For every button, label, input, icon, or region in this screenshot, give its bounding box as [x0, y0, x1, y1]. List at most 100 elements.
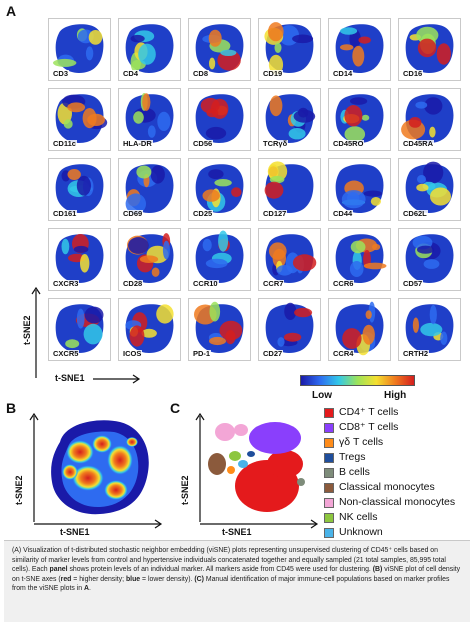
marker-density-map: [335, 24, 384, 73]
caption-text-5: = lower density).: [140, 575, 195, 583]
panel-c-x-axis-arrow: [200, 519, 319, 529]
marker-label: CCR10: [192, 279, 219, 288]
marker-cell: CRTH2: [398, 298, 461, 361]
caption-text-6: Manual identification of major immune-ce…: [12, 575, 450, 593]
marker-label: CD62L: [402, 209, 428, 218]
marker-cell: CCR10: [188, 228, 251, 291]
marker-density-map: [125, 233, 174, 283]
marker-density-map: [405, 24, 454, 73]
panel-a-letter: A: [6, 3, 17, 19]
legend-swatch: [324, 438, 334, 448]
legend-swatch: [324, 468, 334, 478]
marker-label: CD127: [262, 209, 288, 218]
marker-density-map: [55, 164, 104, 213]
cluster-region: [238, 460, 248, 468]
color-scale-high-label: High: [384, 390, 407, 401]
marker-cell: CXCR5: [48, 298, 111, 361]
marker-cell: CCR4: [328, 298, 391, 361]
marker-cell: CXCR3: [48, 228, 111, 291]
marker-cell: CD69: [118, 158, 181, 221]
marker-density-map: [55, 94, 108, 143]
legend-swatch: [324, 513, 334, 523]
marker-label: CCR6: [332, 279, 355, 288]
figure-caption: (A) Visualization of t-distributed stoch…: [4, 540, 470, 622]
marker-density-map: [264, 161, 314, 213]
marker-label: CD56: [192, 139, 214, 148]
color-scale-low-label: Low: [312, 390, 332, 401]
marker-density-map: [335, 234, 387, 283]
marker-label: HLA-DR: [122, 139, 153, 148]
legend-label: Non-classical monocytes: [339, 496, 456, 508]
marker-density-map: [264, 22, 314, 75]
marker-cell: CD19: [258, 18, 321, 81]
marker-density-map: [195, 164, 244, 213]
marker-density-map: [194, 301, 244, 353]
cluster-region: [247, 451, 255, 457]
caption-text-7: .: [88, 585, 91, 593]
cluster-region: [249, 422, 301, 454]
legend-label: NK cells: [339, 511, 378, 523]
marker-label: CD8: [192, 69, 210, 78]
marker-density-map: [265, 302, 314, 353]
marker-label: PD-1: [192, 349, 212, 358]
panel-b-y-axis-label: t-SNE2: [14, 475, 24, 505]
marker-label: CD161: [52, 209, 78, 218]
marker-cell: CD8: [188, 18, 251, 81]
marker-density-map: [125, 24, 174, 73]
legend-label: Unknown: [339, 526, 383, 538]
marker-cell: CD56: [188, 88, 251, 151]
marker-label: CD45RA: [402, 139, 435, 148]
legend-label: Tregs: [339, 451, 366, 463]
marker-label: CD14: [332, 69, 354, 78]
cluster-plot: [208, 422, 305, 512]
marker-label: CD27: [262, 349, 284, 358]
marker-label: CD25: [192, 209, 214, 218]
legend-swatch: [324, 408, 334, 418]
marker-label: CCR7: [262, 279, 285, 288]
marker-density-map: [195, 24, 244, 73]
caption-bold-4: blue: [125, 575, 141, 583]
cluster-region: [234, 424, 248, 436]
legend-label: Classical monocytes: [339, 481, 435, 493]
marker-label: CD69: [122, 209, 144, 218]
marker-density-map: [335, 301, 384, 356]
marker-label: CD3: [52, 69, 70, 78]
marker-label: CD11c: [52, 139, 77, 148]
marker-cell: CD4: [118, 18, 181, 81]
marker-cell: CD3: [48, 18, 111, 81]
marker-density-map: [195, 94, 244, 143]
caption-bold-2: (B): [372, 566, 383, 574]
marker-cell: CD44: [328, 158, 391, 221]
marker-label: TCRγδ: [262, 139, 289, 148]
cluster-region: [208, 453, 226, 475]
legend-label: CD4⁺ T cells: [339, 406, 399, 418]
legend-swatch: [324, 453, 334, 463]
legend-swatch: [324, 498, 334, 508]
caption-text-1: (A) Visualization of t-distributed stoch…: [12, 547, 446, 574]
marker-cell: CD57: [398, 228, 461, 291]
caption-bold-1: panel: [49, 566, 68, 574]
panel-a-y-axis-arrow: [31, 286, 41, 378]
cluster-region: [297, 478, 305, 486]
panel-a-x-axis-arrow: [93, 374, 141, 384]
marker-density-map: [265, 234, 317, 283]
marker-density-map: [405, 161, 454, 213]
marker-density-map: [55, 234, 104, 283]
cluster-region: [229, 451, 241, 461]
legend-swatch: [324, 483, 334, 493]
panel-c-y-axis-arrow: [195, 412, 205, 522]
panel-a-x-axis-label: t-SNE1: [55, 373, 85, 383]
marker-label: CD19: [262, 69, 284, 78]
marker-label: CD28: [122, 279, 144, 288]
legend-swatch: [324, 528, 334, 538]
panel-b-y-axis-arrow: [29, 412, 39, 522]
panel-c-x-axis-label: t-SNE1: [222, 527, 252, 537]
marker-cell: ICOS: [118, 298, 181, 361]
color-scale-bar: [300, 375, 415, 386]
marker-density-map: [265, 94, 316, 143]
marker-label: CD4: [122, 69, 140, 78]
density-plot: [51, 420, 149, 515]
marker-cell: TCRγδ: [258, 88, 321, 151]
marker-cell: PD-1: [188, 298, 251, 361]
marker-cell: CD161: [48, 158, 111, 221]
